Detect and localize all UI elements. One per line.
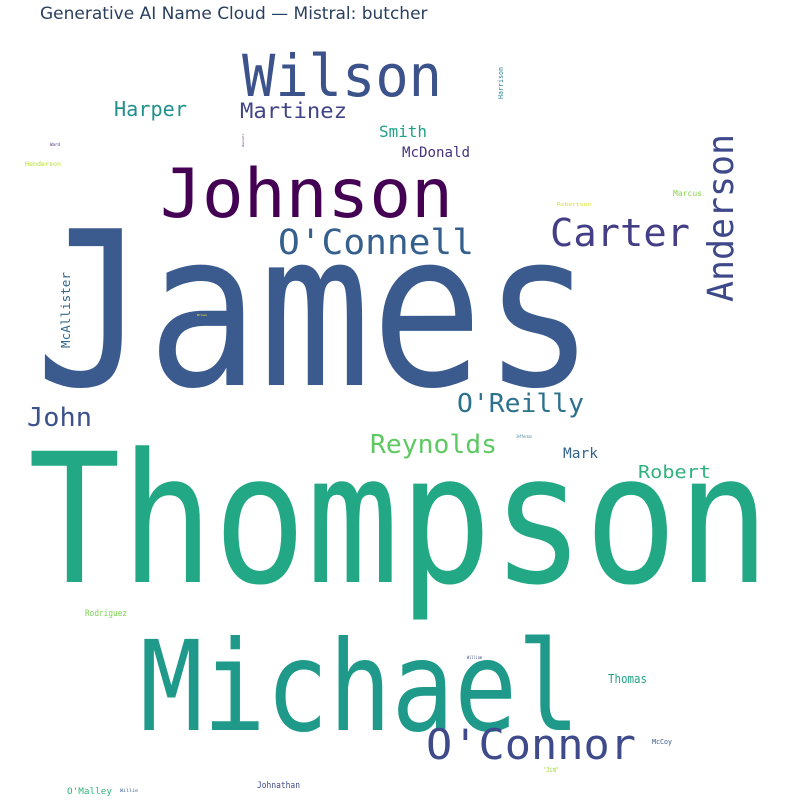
word-reynolds: Reynolds: [370, 430, 497, 460]
word-mark: Mark: [563, 446, 599, 462]
word-william: William: [467, 655, 483, 660]
word-o-reilly: O'Reilly: [457, 389, 584, 419]
word-willie: Willie: [120, 788, 139, 793]
word-smith: Smith: [379, 122, 427, 141]
word-robertson: Robertson: [557, 202, 591, 208]
word-brown: Brown: [197, 313, 207, 317]
word-james: James: [35, 185, 595, 436]
word-marcus: Marcus: [673, 189, 702, 198]
word-mcallister: McAllister: [59, 272, 73, 348]
word-thomas: Thomas: [608, 672, 647, 686]
word-johnson: Johnson: [160, 155, 453, 234]
word-martinez: Martinez: [240, 99, 347, 123]
word-anderson: Anderson: [701, 134, 742, 302]
word-jefferson: Jefferson: [516, 434, 532, 439]
word-mccoy: McCoy: [652, 738, 672, 746]
word-michael: Michael: [140, 615, 580, 760]
word-o-connell: O'Connell: [278, 223, 474, 263]
word-carter: Carter: [550, 211, 690, 255]
word-mcdonald: McDonald: [402, 145, 470, 161]
word-o-malley: O'Malley: [67, 787, 113, 797]
word-john: John: [27, 403, 92, 433]
word-johnathan: Johnathan: [257, 781, 300, 791]
word-harper: Harper: [114, 97, 187, 121]
chart-title: Generative AI Name Cloud — Mistral: butc…: [40, 4, 428, 24]
word-henderson: Henderson: [25, 161, 61, 168]
word-rodriguez: Rodriguez: [85, 609, 127, 619]
word-thompson: Thompson: [28, 416, 770, 625]
word-jim: "Jim": [543, 766, 559, 774]
word-o-connor: O'Connor: [426, 720, 636, 769]
word-robert: Robert: [638, 462, 711, 483]
word-harrison: Harrison: [497, 67, 505, 99]
word-russell: Russell: [241, 133, 245, 147]
word-wilson: Wilson: [242, 42, 442, 110]
word-ward: Ward: [50, 142, 61, 147]
